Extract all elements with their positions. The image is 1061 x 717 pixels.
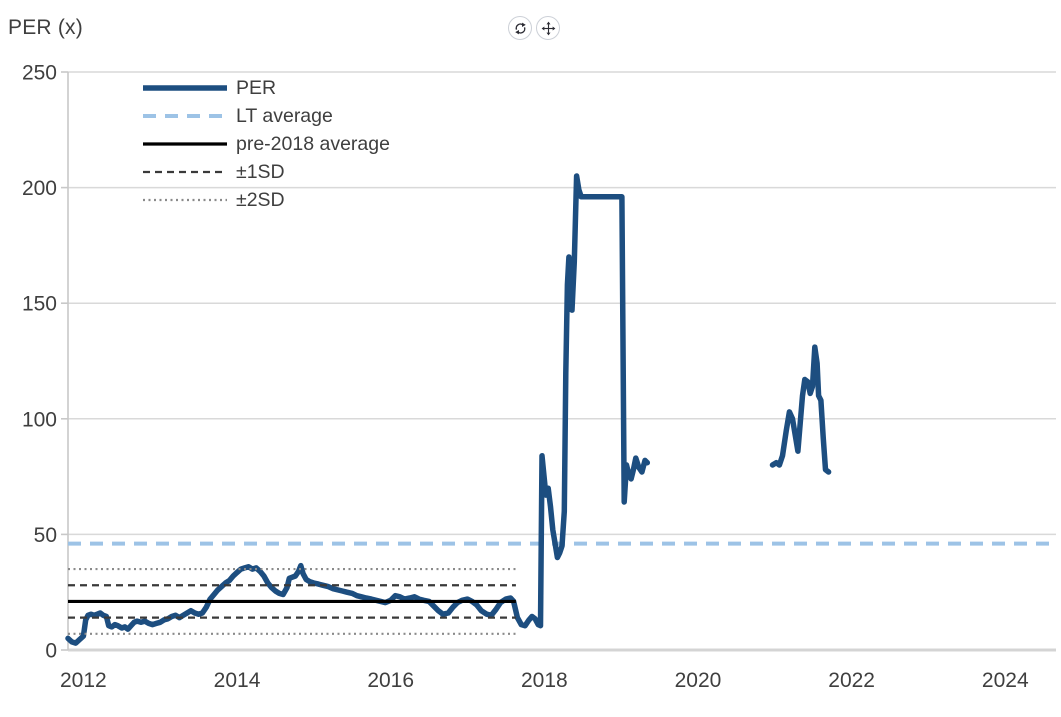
refresh-button[interactable] xyxy=(508,16,532,40)
x-tick-label-2018: 2018 xyxy=(521,669,568,692)
legend: PER LT average pre-2018 average ±1SD ±2SD xyxy=(141,74,390,214)
legend-swatch xyxy=(143,198,227,202)
x-tick-label-2022: 2022 xyxy=(828,669,875,692)
legend-label: PER xyxy=(236,76,277,99)
y-tick-label-100: 100 xyxy=(22,408,57,431)
x-tick-label-2020: 2020 xyxy=(675,669,722,692)
x-tick-label-2016: 2016 xyxy=(367,669,414,692)
x-tick-label-2014: 2014 xyxy=(214,669,261,692)
y-tick-label-0: 0 xyxy=(45,640,57,663)
legend-swatch xyxy=(143,142,227,146)
y-tick-label-150: 150 xyxy=(22,293,57,316)
y-tick-label-50: 50 xyxy=(34,524,57,547)
series-per-segment-1 xyxy=(65,173,651,646)
chart-toolbar xyxy=(508,16,560,40)
y-tick-label-200: 200 xyxy=(22,177,57,200)
legend-item--2sd: ±2SD xyxy=(141,186,390,214)
move-icon xyxy=(541,21,555,35)
legend-item-lt-average: LT average xyxy=(141,102,390,130)
x-tick-label-2024: 2024 xyxy=(982,669,1029,692)
legend-label: ±2SD xyxy=(236,188,285,211)
legend-swatch xyxy=(143,114,227,118)
legend-item--1sd: ±1SD xyxy=(141,158,390,186)
legend-item-per: PER xyxy=(141,74,390,102)
legend-label: pre-2018 average xyxy=(236,132,390,155)
legend-label: ±1SD xyxy=(236,160,285,183)
series-per-segment-2 xyxy=(769,344,832,475)
x-tick-label-2012: 2012 xyxy=(60,669,107,692)
chart-title: PER (x) xyxy=(8,16,83,39)
y-tick-label-250: 250 xyxy=(22,62,57,85)
legend-swatch xyxy=(143,85,227,91)
legend-item-pre-2018-average: pre-2018 average xyxy=(141,130,390,158)
refresh-icon xyxy=(514,22,526,34)
legend-label: LT average xyxy=(236,104,333,127)
legend-swatch xyxy=(143,170,227,174)
move-button[interactable] xyxy=(536,16,560,40)
